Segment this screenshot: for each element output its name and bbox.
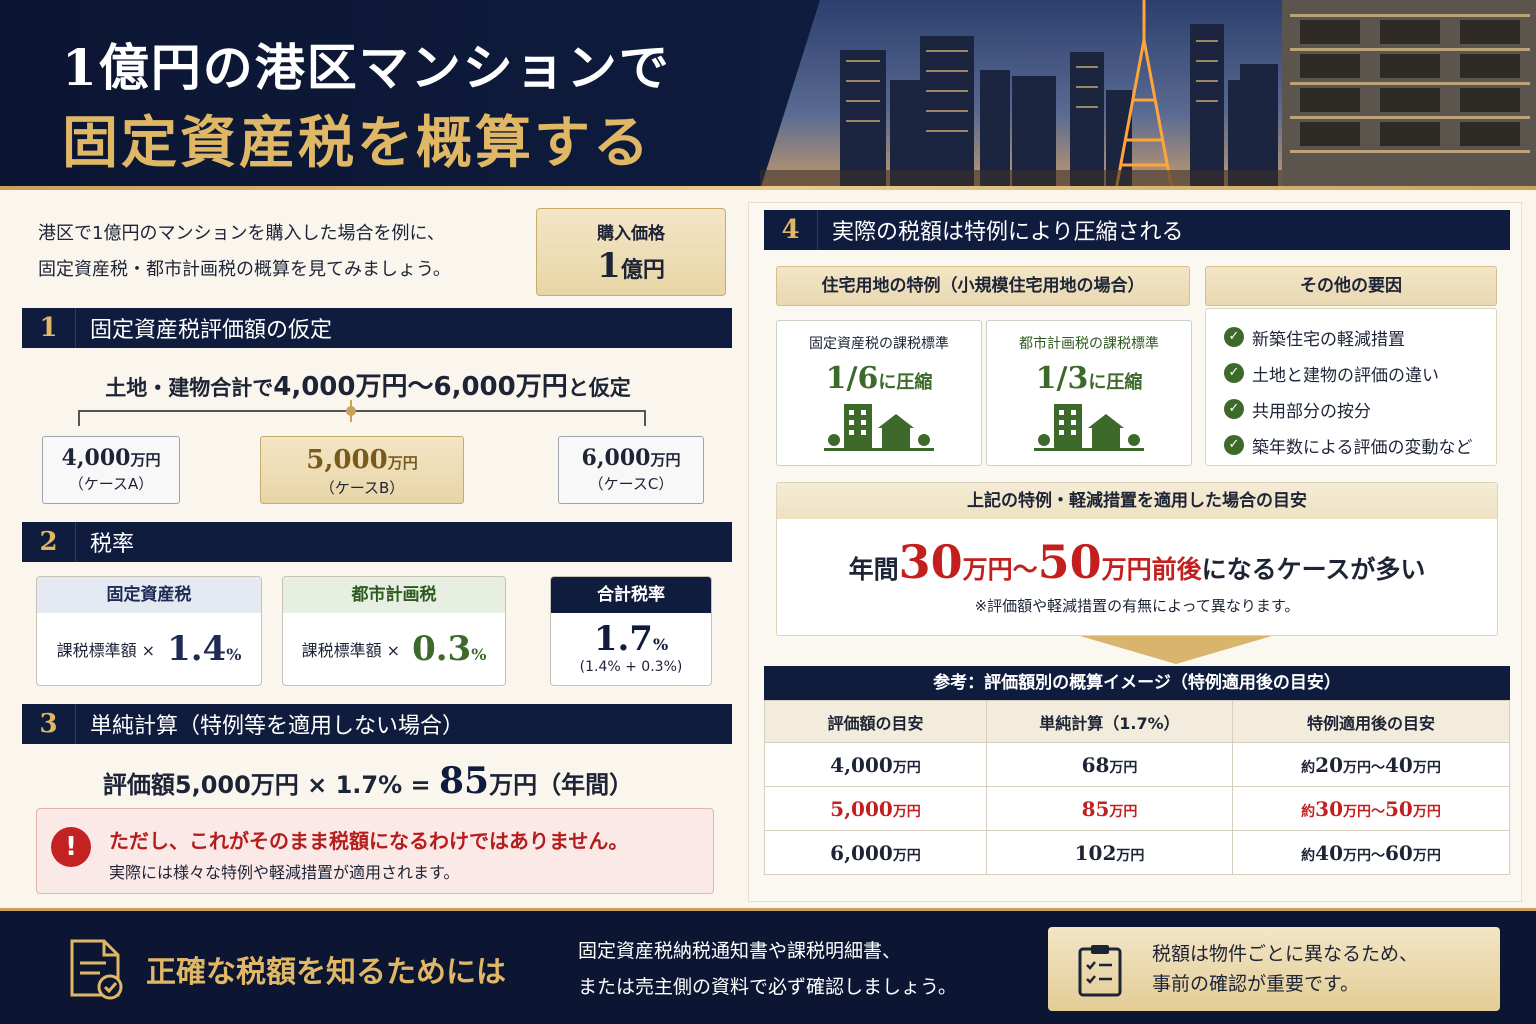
check-icon: ✓ [1224, 435, 1244, 455]
table-header-row: 評価額の目安 単純計算（1.7%） 特例適用後の目安 [764, 700, 1510, 743]
section1-title: 固定資産税評価額の仮定 [90, 318, 333, 343]
assumption-text: 土地・建物合計で4,000万円〜6,000万円と仮定 [105, 372, 631, 402]
section2-number: 2 [22, 522, 76, 562]
section4-number: 4 [764, 210, 818, 250]
footer-note-text: 税額は物件ごとに異なるため、 事前の確認が重要です。 [1152, 943, 1419, 995]
range-scale [78, 400, 646, 428]
price-value: 1億円 [597, 246, 665, 286]
list-item: ✓ 築年数による評価の変動など [1224, 427, 1496, 463]
document-check-icon [70, 939, 123, 1000]
table-row: 6,000万円 102万円 約40万円〜60万円 [764, 830, 1510, 875]
footer-note-box: 税額は物件ごとに異なるため、 事前の確認が重要です。 [1048, 927, 1500, 1011]
tokyo-tower [1114, 0, 1174, 190]
other-factors-title: その他の要因 [1205, 266, 1497, 306]
case-b: 5,000万円 （ケースB） [260, 436, 464, 504]
list-item: ✓ 共用部分の按分 [1224, 391, 1496, 427]
check-icon: ✓ [1224, 363, 1244, 383]
clipboard-check-icon [1078, 945, 1122, 997]
footer-description: 固定資産税納税通知書や課税明細書、 または売主側の資料で必ず確認しましょう。 [578, 940, 957, 998]
estimate-title: 上記の特例・軽減措置を適用した場合の目安 [777, 483, 1497, 519]
simple-calculation: 評価額5,000万円 × 1.7% = 85万円（年間） [102, 760, 634, 802]
section4-header: 4 実際の税額は特例により圧縮される [764, 210, 1510, 250]
check-icon: ✓ [1224, 399, 1244, 419]
table-row: 4,000万円 68万円 約20万円〜40万円 [764, 742, 1510, 787]
city-std-card: 都市計画税の課税標準 1/3に圧縮 [986, 320, 1192, 466]
building-house-icon [1034, 404, 1144, 451]
reference-table: 参考：評価額別の概算イメージ（特例適用後の目安） 評価額の目安 単純計算（1.7… [764, 666, 1510, 876]
down-arrow [1080, 636, 1272, 664]
exclamation-icon: ! [51, 827, 91, 867]
check-icon: ✓ [1224, 327, 1244, 347]
case-c: 6,000万円 （ケースC） [558, 436, 704, 504]
section3-title: 単純計算（特例等を適用しない場合） [90, 714, 465, 739]
other-factors-list: ✓ 新築住宅の軽減措置 ✓ 土地と建物の評価の違い ✓ 共用部分の按分 ✓ 築年数による… [1205, 308, 1497, 466]
building-house-icon [824, 404, 934, 451]
page-title-line2: 固定資産税を概算する [62, 110, 652, 176]
page-title-line1: 1億円の港区マンションで [62, 38, 671, 97]
estimate-note: ※評価額や軽減措置の有無によって異なります。 [974, 597, 1300, 615]
price-label: 購入価格 [597, 224, 665, 244]
warning-text: 実際には様々な特例や軽減措置が適用されます。 [109, 863, 460, 882]
section3-number: 3 [22, 704, 76, 744]
fixed-asset-tax-card: 固定資産税 課税標準額 × 1.4% [36, 576, 262, 686]
section1-number: 1 [22, 308, 76, 348]
case-a: 4,000万円 （ケースA） [42, 436, 180, 504]
price-box: 購入価格 1億円 [536, 208, 726, 296]
table-row: 5,000万円 85万円 約30万円〜50万円 [764, 786, 1510, 831]
list-item: ✓ 土地と建物の評価の違い [1224, 355, 1496, 391]
warning-title: ただし、これがそのまま税額になるわけではありません。 [109, 829, 629, 853]
list-item: ✓ 新築住宅の軽減措置 [1224, 319, 1496, 355]
estimate-main: 年間30万円〜50万円前後になるケースが多い [848, 535, 1426, 589]
section4-title: 実際の税額は特例により圧縮される [832, 220, 1184, 245]
city-planning-tax-card: 都市計画税 課税標準額 × 0.3% [282, 576, 506, 686]
footer: 正確な税額を知るためには 固定資産税納税通知書や課税明細書、 または売主側の資料… [0, 908, 1536, 1024]
section2-header: 2 税率 [22, 522, 732, 562]
tokyo-skyline-image [760, 0, 1536, 190]
total-rate-card: 合計税率 1.7% (1.4% + 0.3%) [550, 576, 712, 686]
intro-text: 港区で1億円のマンションを購入した場合を例に、 固定資産税・都市計画税の概算を見… [38, 216, 508, 288]
intro-line2: 固定資産税・都市計画税の概算を見てみましょう。 [38, 259, 451, 280]
reference-title: 参考：評価額別の概算イメージ（特例適用後の目安） [764, 666, 1510, 700]
section1-header: 1 固定資産税評価額の仮定 [22, 308, 732, 348]
apartment-building [1282, 0, 1536, 190]
footer-title: 正確な税額を知るためには [146, 955, 506, 990]
special-rule-title: 住宅用地の特例（小規模住宅用地の場合） [776, 266, 1190, 306]
warning-box: ! ただし、これがそのまま税額になるわけではありません。 実際には様々な特例や軽… [36, 808, 714, 894]
intro-line1: 港区で1億円のマンションを購入した場合を例に、 [38, 223, 445, 244]
fixed-std-card: 固定資産税の課税標準 1/6に圧縮 [776, 320, 982, 466]
section3-header: 3 単純計算（特例等を適用しない場合） [22, 704, 732, 744]
estimate-box: 上記の特例・軽減措置を適用した場合の目安 年間30万円〜50万円前後になるケース… [776, 482, 1498, 636]
header-divider [0, 186, 1536, 190]
header: 1億円の港区マンションで 固定資産税を概算する [0, 0, 1536, 190]
section2-title: 税率 [90, 532, 135, 557]
